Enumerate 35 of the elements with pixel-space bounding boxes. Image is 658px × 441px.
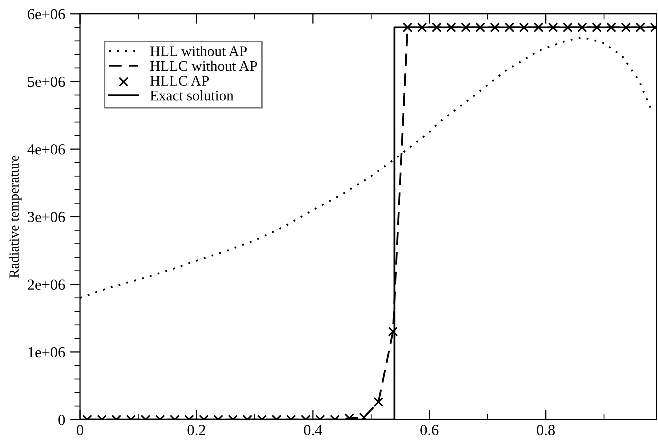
- y-tick-label: 0: [58, 414, 66, 426]
- x-tick-label: 0.4: [304, 425, 322, 436]
- point: [402, 22, 413, 33]
- x-tick-label: 0.6: [420, 425, 439, 436]
- point: [519, 22, 530, 33]
- y-tick-label: 2e+06: [28, 280, 66, 290]
- point: [621, 22, 632, 33]
- point: [548, 22, 558, 33]
- x-tick-label: 0: [77, 425, 84, 436]
- legend-label: HLL without AP: [150, 46, 247, 56]
- y-tick-label: 1e+06: [28, 347, 66, 358]
- point: [606, 22, 616, 33]
- x-tick-label: 0.8: [537, 425, 556, 436]
- legend-label: HLLC AP: [150, 76, 210, 86]
- y-tick-label: 6e+06: [28, 9, 66, 20]
- y-axis-title: Radiative temperature: [9, 156, 22, 278]
- point: [562, 22, 573, 33]
- y-tick-label: 5e+06: [28, 76, 66, 88]
- point: [461, 22, 471, 33]
- y-tick-label: 4e+06: [28, 144, 66, 155]
- point: [417, 22, 428, 33]
- point: [476, 22, 486, 33]
- point: [490, 22, 500, 33]
- point: [432, 22, 442, 33]
- point: [359, 412, 370, 420]
- legend-label: Exact solution: [150, 90, 234, 101]
- point: [446, 22, 456, 33]
- legend-label: HLLC without AP: [150, 60, 258, 72]
- point: [504, 22, 515, 33]
- point: [636, 22, 646, 33]
- point: [592, 22, 602, 33]
- point: [578, 22, 588, 33]
- x-tick-label: 0.2: [188, 425, 206, 436]
- point: [534, 22, 544, 33]
- y-tick-label: 3e+06: [28, 212, 66, 222]
